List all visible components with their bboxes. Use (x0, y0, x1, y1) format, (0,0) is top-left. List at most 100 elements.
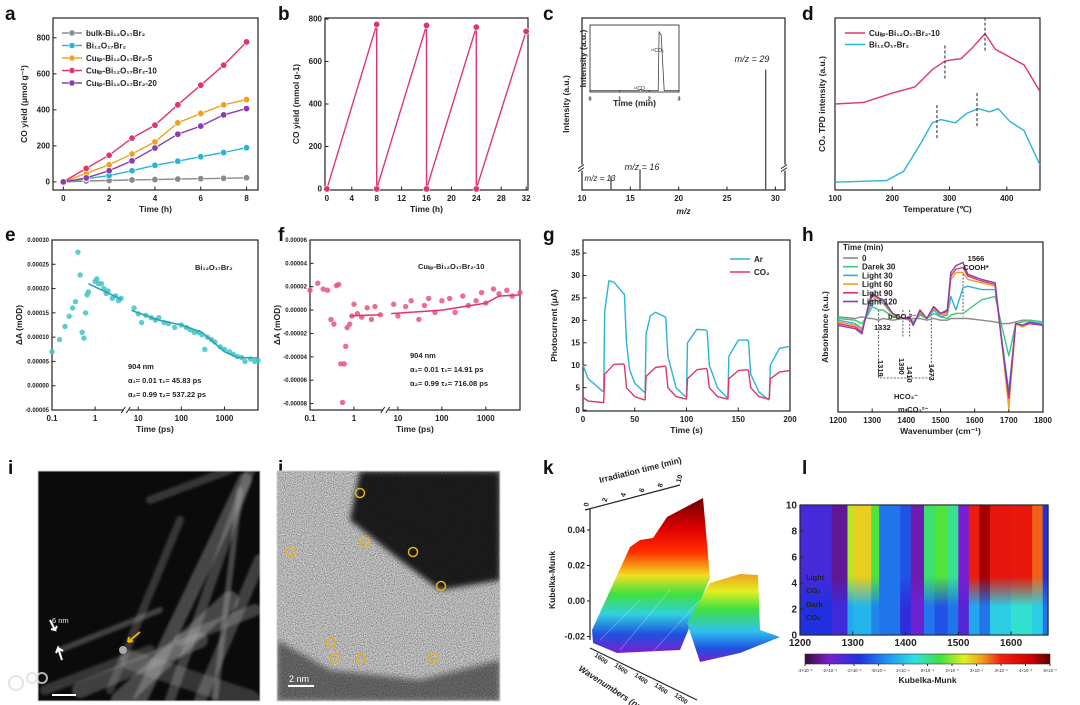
data-point (343, 343, 349, 350)
fit-curve (391, 294, 521, 315)
series-3 (59, 38, 251, 186)
data-point (307, 287, 313, 293)
single-atom-marker (285, 546, 297, 558)
annotation: 1473 (927, 364, 936, 381)
y-tick-label: 0 (576, 406, 581, 415)
panel-label-k: k (543, 458, 554, 479)
data-point (174, 175, 182, 183)
plot-frame (589, 24, 680, 93)
x-tick-label: 15 (626, 194, 635, 203)
watermark-logo (8, 672, 48, 691)
surface-shading (649, 599, 701, 656)
y-tick-label: 600 (37, 69, 51, 78)
x-tick-label: 25 (723, 194, 732, 203)
data-point (171, 324, 178, 331)
surface-shading (619, 589, 671, 651)
x-tick-label: 20 (674, 194, 683, 203)
x-axis-label: m/z (676, 206, 691, 216)
y-tick-label: 15 (571, 338, 580, 347)
x-tick-label: 24 (472, 194, 481, 203)
legend: Cuₗᵢₚ-Bi₁₂O₁₇Br₂-10 Bi₁₂O₁₇Br₂ (845, 29, 940, 50)
x-tick-label: 10 (676, 474, 685, 483)
data-point (191, 329, 198, 335)
y-tick-label: 30 (571, 271, 580, 280)
legend-label: 0 (862, 254, 867, 263)
image-frame (276, 470, 501, 702)
legend-label: Light 90 (862, 289, 893, 298)
data-point (75, 249, 81, 255)
data-point (373, 185, 381, 193)
single-atom-marker (355, 653, 367, 665)
annotation: CO₂ (806, 613, 821, 622)
x-tick-label: 1300 (863, 416, 881, 425)
y-tick-label: 1300 (653, 682, 669, 696)
data-point (151, 138, 159, 146)
single-atom-marker (427, 652, 439, 664)
x-axis-label: Temperature (℃) (903, 204, 972, 214)
nanowire (146, 471, 234, 504)
annotation: Cuₗᵢₚ-Bi₁₂O₁₇Br₂-10 (418, 262, 484, 271)
annotation: 1332 (874, 323, 891, 332)
annotation: α₂= 0.99 τ₂= 537.22 ps (128, 390, 206, 399)
x-tick-label: 0.1 (304, 414, 316, 423)
x-tick-label: 2 (602, 497, 610, 503)
heatmap-cell (979, 505, 991, 635)
data-point (460, 293, 466, 299)
legend-label: Light 120 (862, 298, 898, 307)
data-point (473, 298, 479, 304)
axis-break (382, 406, 389, 414)
legend-marker (68, 54, 76, 62)
data-point (255, 357, 261, 364)
chart-e: 0.1 1 10 100 1000 -0.00005 0.00000 0.00005 0.000… (14, 238, 261, 434)
data-point (517, 289, 523, 296)
heatmap-cell (879, 505, 901, 635)
legend-marker (68, 42, 76, 49)
colorbar-tick-label: -2×10⁻³ (822, 668, 837, 673)
x-tick-label: 4 (153, 194, 158, 203)
data-point (504, 287, 510, 293)
y-tick-label: 200 (309, 142, 323, 151)
x-tick-label: 12 (397, 194, 406, 203)
arrow-icon (55, 645, 64, 661)
nanowire (57, 607, 163, 653)
y-tick-label: 2 (791, 604, 797, 615)
y-tick-label: 0.00025 (27, 262, 49, 268)
y-tick-label: 1500 (613, 662, 629, 676)
data-point (118, 295, 124, 301)
fit-curve (131, 309, 259, 359)
surface-ridge (592, 498, 710, 653)
single-atom-marker (435, 580, 447, 592)
surface-shading (599, 599, 641, 641)
data-point (242, 358, 248, 365)
heatmap-cell (958, 505, 970, 635)
heatmap-cell (852, 505, 872, 635)
data-point (372, 303, 378, 310)
x-tick-label: 16 (422, 194, 431, 203)
data-point (243, 96, 251, 104)
x-axis-label: Time (ps) (136, 424, 174, 434)
x-tick-label: 8 (244, 194, 249, 203)
data-point (49, 349, 55, 355)
axis-break (782, 164, 788, 171)
data-point (346, 321, 353, 327)
x-tick-label: 200 (886, 194, 900, 203)
data-point (151, 161, 159, 169)
y-axis-label: CO yield (μmol g⁻¹) (19, 65, 29, 143)
x-tick-label: 10 (578, 194, 587, 203)
y-tick-label: 1200 (673, 692, 689, 705)
y-tick-label: 400 (37, 106, 51, 115)
y-tick-label: 0.00004 (285, 261, 307, 267)
colorbar-tick-label: 2×10⁻⁴ (896, 668, 910, 673)
axis-break-mark (380, 406, 391, 414)
heatmap-cell (989, 505, 1012, 635)
data-point (395, 313, 401, 319)
x-tick-label: 1600 (966, 416, 984, 425)
data-point (72, 298, 79, 305)
data-point (522, 27, 530, 35)
data-point (128, 157, 136, 165)
x-tick-label: 1000 (216, 414, 234, 423)
data-point (151, 121, 159, 129)
y-axis-label: Photocurrent (μA) (549, 289, 559, 362)
colorbar (804, 653, 1051, 665)
